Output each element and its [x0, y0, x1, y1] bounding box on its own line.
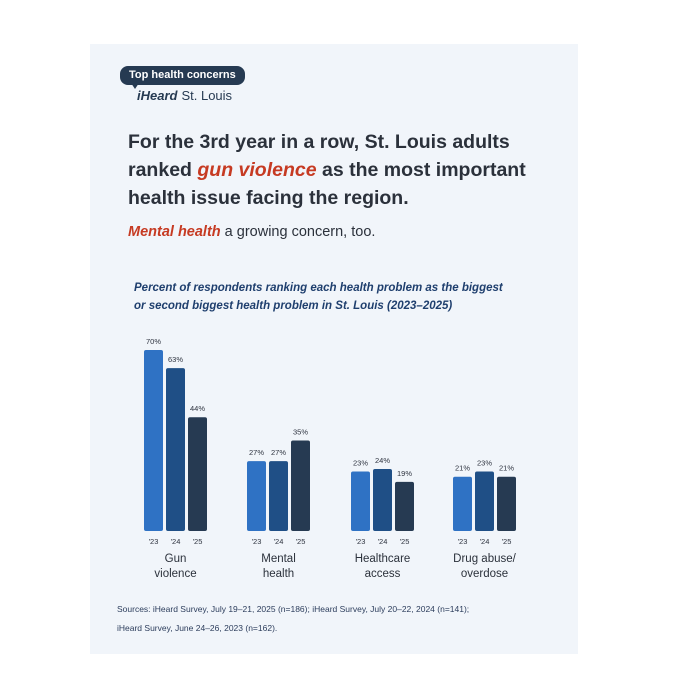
category-label: Drug abuse/	[453, 553, 516, 565]
year-tick-label: '25	[193, 537, 203, 546]
bar-chart: 70% '23 63% '24 44% '25 Gun violence 27% '23 27% '2…	[144, 337, 517, 580]
subheadline: Mental health a growing concern, too.	[128, 224, 375, 240]
bar	[144, 350, 163, 531]
chart-title: Percent of respondents ranking each heal…	[134, 279, 554, 315]
chart-title-line-1: Percent of respondents ranking each heal…	[134, 282, 503, 294]
bar	[475, 471, 494, 531]
bar	[269, 461, 288, 531]
year-tick-label: '24	[378, 537, 388, 546]
bar-value-label: 23%	[477, 459, 492, 468]
sources-line-1: Sources: iHeard Survey, July 19–21, 2025…	[117, 604, 470, 614]
topic-badge-tail	[131, 83, 139, 89]
brand-city: St. Louis	[181, 88, 233, 103]
bar-value-label: 27%	[249, 448, 264, 457]
sources-note: Sources: iHeard Survey, July 19–21, 2025…	[117, 600, 557, 638]
bar-value-label: 44%	[190, 404, 205, 413]
bar-value-label: 21%	[455, 464, 470, 473]
year-tick-label: '25	[296, 537, 306, 546]
brand-logo: iHeard St. Louis	[137, 88, 232, 103]
category-label: Gun	[165, 553, 187, 565]
bar	[166, 368, 185, 531]
category-label: access	[365, 568, 401, 580]
bar	[395, 481, 414, 531]
year-tick-label: '24	[274, 537, 284, 546]
bar-value-label: 63%	[168, 355, 183, 364]
category-label: violence	[154, 568, 196, 580]
bar-value-label: 21%	[499, 464, 514, 473]
infographic-card: Top health concerns iHeard St. Louis For …	[90, 44, 578, 654]
topic-badge: Top health concerns	[120, 66, 245, 85]
bar	[247, 461, 266, 531]
chart-title-line-2: or second biggest health problem in St. …	[134, 300, 453, 312]
bar	[497, 476, 516, 531]
bar-value-label: 23%	[353, 459, 368, 468]
headline-part2: as the most important health issue facin…	[128, 159, 526, 209]
bar-value-label: 19%	[397, 469, 412, 478]
year-tick-label: '24	[480, 537, 490, 546]
category-label: Mental	[261, 553, 296, 565]
category-label: Healthcare	[355, 553, 411, 565]
bar	[351, 471, 370, 531]
headline: For the 3rd year in a row, St. Louis adu…	[128, 128, 568, 212]
bar	[453, 476, 472, 531]
subheadline-highlight: Mental health	[128, 224, 221, 240]
sources-line-2: iHeard Survey, June 24–26, 2023 (n=162).	[117, 623, 278, 633]
subheadline-rest: a growing concern, too.	[220, 224, 376, 240]
bar-value-label: 70%	[146, 337, 161, 346]
bar-value-label: 24%	[375, 456, 390, 465]
category-label: health	[263, 568, 294, 580]
year-tick-label: '23	[252, 537, 262, 546]
year-tick-label: '24	[171, 537, 181, 546]
brand-name: iHeard	[137, 88, 178, 103]
bar-value-label: 35%	[293, 428, 308, 437]
year-tick-label: '23	[149, 537, 159, 546]
headline-part1: For the 3rd year in a row, St. Louis adu…	[128, 131, 510, 181]
bar	[291, 440, 310, 531]
bar	[188, 417, 207, 531]
year-tick-label: '25	[502, 537, 512, 546]
headline-highlight: gun violence	[197, 159, 317, 181]
year-tick-label: '25	[400, 537, 410, 546]
year-tick-label: '23	[356, 537, 366, 546]
year-tick-label: '23	[458, 537, 468, 546]
category-label: overdose	[461, 568, 508, 580]
bar	[373, 468, 392, 531]
bar-value-label: 27%	[271, 448, 286, 457]
